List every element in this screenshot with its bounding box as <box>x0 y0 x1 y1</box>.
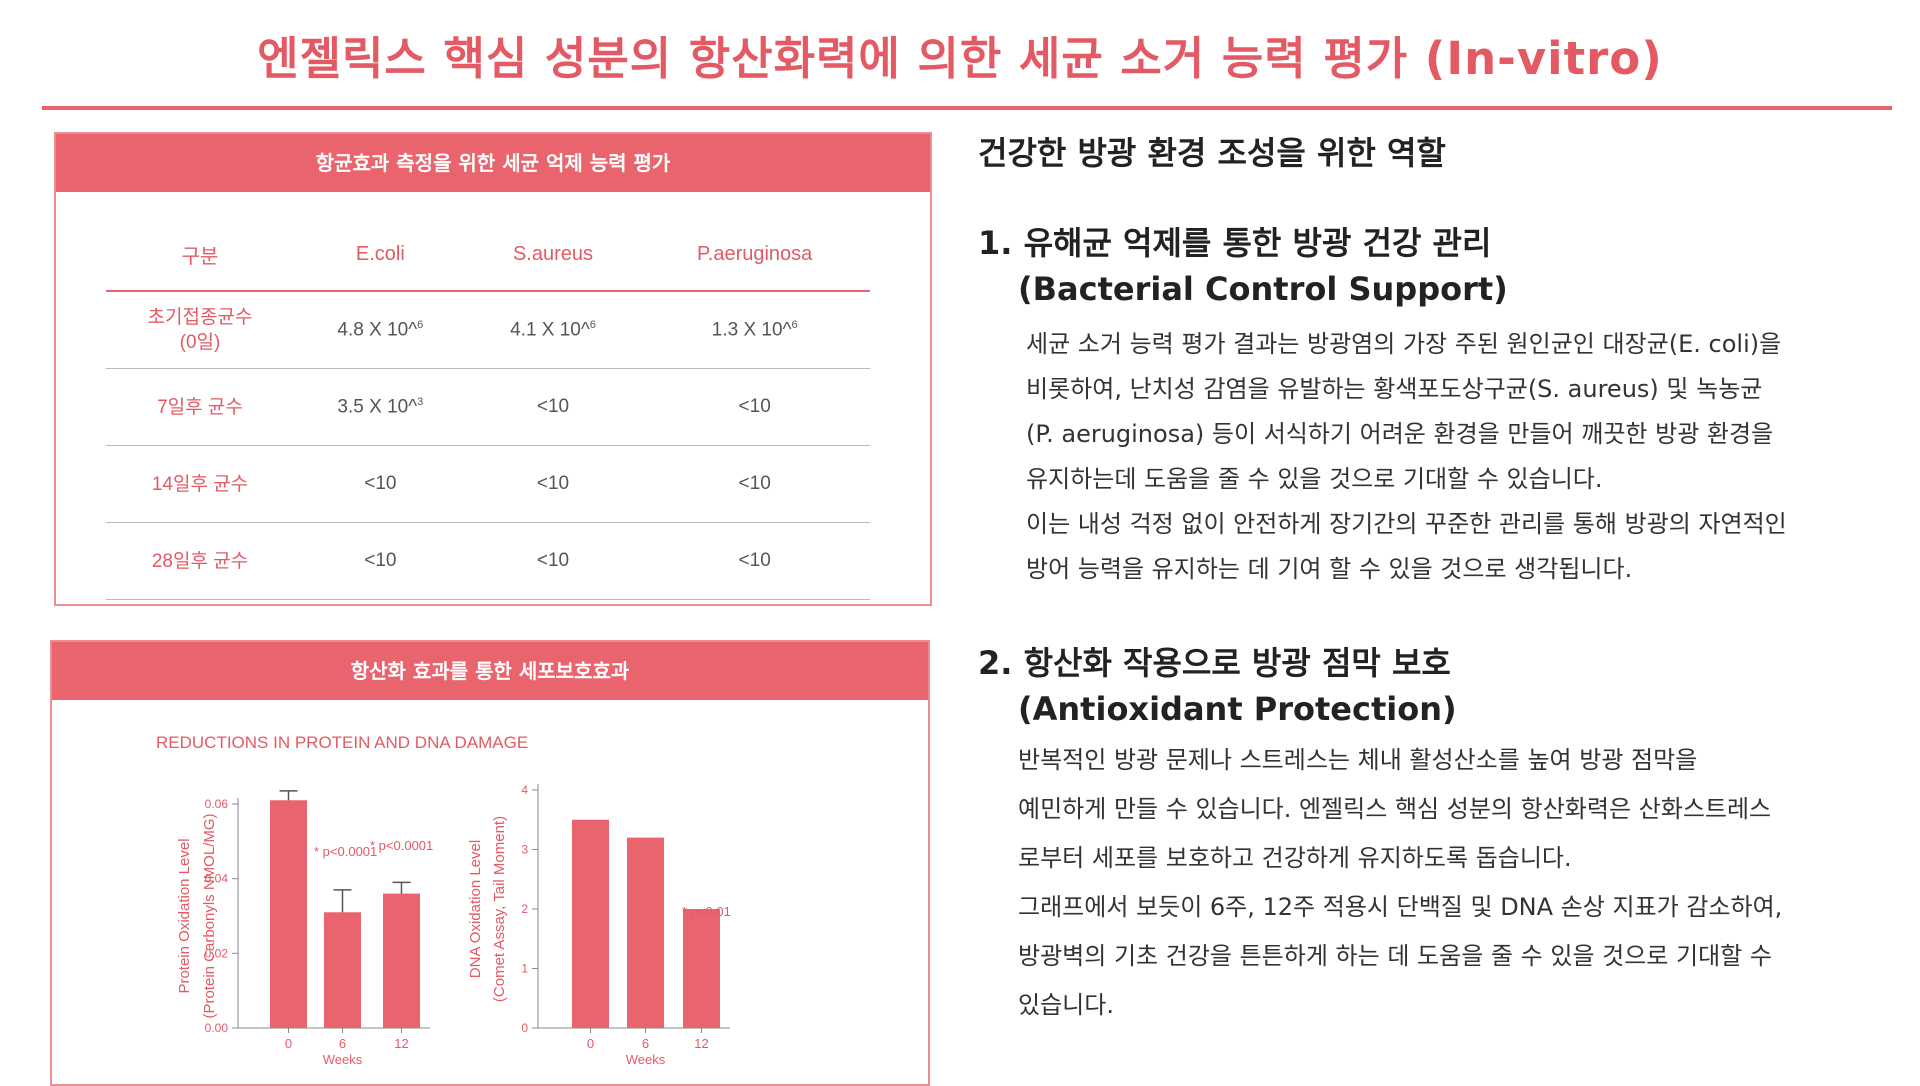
y-tick-label: 2 <box>521 902 528 916</box>
paragraph-line: 방광벽의 기초 건강을 튼튼하게 하는 데 도움을 줄 수 있을 것으로 기대할… <box>1018 942 1772 970</box>
paragraph-line: 유지하는데 도움을 줄 수 있을 것으로 기대할 수 있습니다. <box>1026 465 1603 493</box>
x-axis-label: Weeks <box>323 1052 363 1067</box>
table-header-row: 구분 E.coli S.aureus P.aeruginosa <box>106 218 870 292</box>
page-title: 엔젤릭스 핵심 성분의 항산화력에 의한 세균 소거 능력 평가 (In-vit… <box>257 32 1663 85</box>
table-cell: <10 <box>639 445 870 523</box>
cell-protection-chart-panel: 항산화 효과를 통한 세포보호효과 REDUCTIONS IN PROTEIN … <box>50 640 930 1086</box>
paragraph-line: 비롯하여, 난치성 감염을 유발하는 황색포도상구균(S. aureus) 및 … <box>1026 375 1763 403</box>
table-row: 7일후 균수 3.5 X 10^3 <10 <10 <box>106 368 870 446</box>
x-tick-label: 12 <box>394 1036 408 1051</box>
table-cell: <10 <box>639 368 870 446</box>
y-axis-label: (Protein Carbonyls NMOL/MG) <box>201 813 218 1018</box>
bacteria-table-heading: 항균효과 측정을 위한 세균 억제 능력 평가 <box>56 134 930 192</box>
section-paragraph: 세균 소거 능력 평가 결과는 방광염의 가장 주된 원인균인 대장균(E. c… <box>978 322 1787 592</box>
section-title-en: (Bacterial Control Support) <box>1018 270 1508 308</box>
charts-svg: REDUCTIONS IN PROTEIN AND DNA DAMAGE 0.0… <box>156 733 731 1067</box>
bacteria-table: 구분 E.coli S.aureus P.aeruginosa 초기접종균수 (0… <box>106 218 870 600</box>
row-label: 7일후 균수 <box>106 368 294 446</box>
section-title-en: (Antioxidant Protection) <box>1018 690 1457 728</box>
paragraph-line: 방어 능력을 유지하는 데 기여 할 수 있을 것으로 생각됩니다. <box>1026 555 1633 583</box>
table-cell: 1.3 X 10^6 <box>639 291 870 369</box>
paragraph-line: 반복적인 방광 문제나 스트레스는 체내 활성산소를 높여 방광 점막을 <box>1018 746 1698 774</box>
y-tick-label: 0.04 <box>205 872 229 886</box>
bar <box>270 800 307 1028</box>
chart-subtitle: REDUCTIONS IN PROTEIN AND DNA DAMAGE <box>156 733 528 752</box>
table-cell: 4.1 X 10^6 <box>466 291 640 369</box>
y-tick-label: 3 <box>521 843 528 857</box>
table-cell: <10 <box>294 445 467 523</box>
table-cell: <10 <box>639 522 870 600</box>
paragraph-line: 세균 소거 능력 평가 결과는 방광염의 가장 주된 원인균인 대장균(E. c… <box>1026 330 1782 358</box>
table-row: 초기접종균수 (0일) 4.8 X 10^6 4.1 X 10^6 1.3 X 10^6 <box>106 291 870 369</box>
section-title: 1. 유해균 억제를 통한 방광 건강 관리 (Bacterial Contro… <box>978 220 1787 312</box>
section-antioxidant: 2. 항산화 작용으로 방광 점막 보호 (Antioxidant Protec… <box>978 640 1782 1030</box>
section-title-ko: 1. 유해균 억제를 통한 방광 건강 관리 <box>978 224 1492 262</box>
bar <box>627 837 664 1028</box>
y-tick-label: 0.02 <box>205 946 229 960</box>
y-tick-label: 0.06 <box>205 797 229 811</box>
significance-label: * p<0.0001 <box>370 838 433 853</box>
section-title-ko: 2. 항산화 작용으로 방광 점막 보호 <box>978 644 1451 682</box>
table-cell: <10 <box>466 368 640 446</box>
table-cell: 4.8 X 10^6 <box>294 291 467 369</box>
y-tick-label: 4 <box>521 783 528 797</box>
bar <box>572 819 609 1028</box>
y-axis-label: (Comet Assay, Tail Moment) <box>491 816 508 1002</box>
title-divider <box>42 106 1892 110</box>
column-header: 구분 <box>106 218 294 292</box>
y-tick-label: 0 <box>521 1021 528 1035</box>
table-row: 28일후 균수 <10 <10 <10 <box>106 522 870 600</box>
paragraph-line: 있습니다. <box>1018 991 1114 1019</box>
bar <box>383 893 420 1028</box>
row-label: 초기접종균수 (0일) <box>106 291 294 369</box>
x-tick-label: 6 <box>642 1036 649 1051</box>
right-column: 건강한 방광 환경 조성을 위한 역할 1. 유해균 억제를 통한 방광 건강 … <box>978 128 1898 1019</box>
table-cell: <10 <box>466 445 640 523</box>
section-title: 2. 항산화 작용으로 방광 점막 보호 (Antioxidant Protec… <box>978 640 1782 732</box>
x-tick-label: 0 <box>285 1036 292 1051</box>
y-tick-label: 1 <box>521 962 528 976</box>
row-label: 28일후 균수 <box>106 522 294 600</box>
table-cell: 3.5 X 10^3 <box>294 368 467 446</box>
bacteria-table-panel: 항균효과 측정을 위한 세균 억제 능력 평가 구분 E.coli S.aure… <box>54 132 932 606</box>
section-bacterial-control: 1. 유해균 억제를 통한 방광 건강 관리 (Bacterial Contro… <box>978 220 1787 592</box>
paragraph-line: 이는 내성 걱정 없이 안전하게 장기간의 꾸준한 관리를 통해 방광의 자연적… <box>1026 510 1787 538</box>
row-label: 14일후 균수 <box>106 445 294 523</box>
paragraph-line: 그래프에서 보듯이 6주, 12주 적용시 단백질 및 DNA 손상 지표가 감… <box>1018 893 1783 921</box>
x-tick-label: 0 <box>587 1036 594 1051</box>
column-header: E.coli <box>294 218 467 292</box>
y-axis-label: Protein Oxidation Level <box>176 838 193 993</box>
y-axis-label: DNA Oxidation Level <box>467 840 484 978</box>
table-row: 14일후 균수 <10 <10 <10 <box>106 445 870 523</box>
table-cell: <10 <box>294 522 467 600</box>
significance-label: * p<0.0001 <box>314 844 377 859</box>
y-tick-label: 0.00 <box>205 1021 229 1035</box>
paragraph-line: 예민하게 만들 수 있습니다. 엔젤릭스 핵심 성분의 항산화력은 산화스트레스 <box>1018 795 1772 823</box>
paragraph-line: (P. aeruginosa) 등이 서식하기 어려운 환경을 만들어 깨끗한 … <box>1026 420 1774 448</box>
x-tick-label: 12 <box>694 1036 708 1051</box>
x-axis-label: Weeks <box>626 1052 666 1067</box>
bar <box>324 912 361 1028</box>
table-cell: <10 <box>466 522 640 600</box>
x-tick-label: 6 <box>339 1036 346 1051</box>
chart-panel-heading: 항산화 효과를 통한 세포보호효과 <box>52 642 928 700</box>
paragraph-line: 로부터 세포를 보호하고 건강하게 유지하도록 돕습니다. <box>1018 844 1572 872</box>
right-heading: 건강한 방광 환경 조성을 위한 역할 <box>978 134 1446 172</box>
column-header: S.aureus <box>466 218 640 292</box>
significance-label: * p<0.01 <box>682 904 731 919</box>
column-header: P.aeruginosa <box>639 218 870 292</box>
bar <box>683 909 720 1028</box>
